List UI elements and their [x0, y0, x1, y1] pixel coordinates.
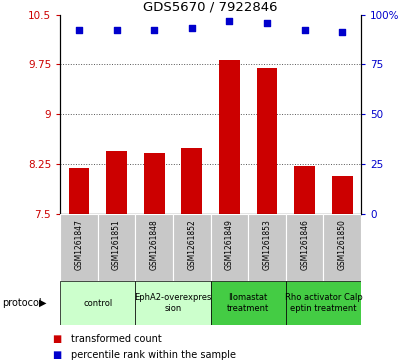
- Title: GDS5670 / 7922846: GDS5670 / 7922846: [143, 0, 278, 13]
- Bar: [173, 214, 210, 281]
- Text: GSM1261853: GSM1261853: [263, 220, 271, 270]
- Text: EphA2-overexpres
sion: EphA2-overexpres sion: [134, 293, 212, 313]
- Text: transformed count: transformed count: [71, 334, 161, 344]
- Text: ▶: ▶: [39, 298, 46, 308]
- Text: GSM1261846: GSM1261846: [300, 220, 309, 270]
- Bar: [286, 281, 361, 325]
- Bar: [332, 176, 353, 214]
- Text: GSM1261848: GSM1261848: [150, 220, 159, 270]
- Text: ■: ■: [52, 350, 61, 360]
- Text: GSM1261850: GSM1261850: [338, 220, 347, 270]
- Text: GSM1261849: GSM1261849: [225, 220, 234, 270]
- Bar: [181, 148, 202, 214]
- Point: [76, 28, 82, 33]
- Text: percentile rank within the sample: percentile rank within the sample: [71, 350, 236, 360]
- Point: [264, 20, 270, 25]
- Text: GSM1261851: GSM1261851: [112, 220, 121, 270]
- Bar: [98, 214, 135, 281]
- Text: GSM1261852: GSM1261852: [187, 220, 196, 270]
- Bar: [135, 281, 210, 325]
- Bar: [219, 60, 240, 214]
- Text: ■: ■: [52, 334, 61, 344]
- Point: [226, 17, 233, 23]
- Bar: [144, 153, 164, 214]
- Point: [188, 26, 195, 32]
- Point: [339, 30, 346, 36]
- Bar: [68, 168, 89, 214]
- Bar: [211, 214, 248, 281]
- Bar: [60, 214, 98, 281]
- Bar: [286, 214, 323, 281]
- Text: Rho activator Calp
eptin treatment: Rho activator Calp eptin treatment: [285, 293, 362, 313]
- Bar: [323, 214, 361, 281]
- Bar: [294, 166, 315, 214]
- Bar: [60, 281, 135, 325]
- Text: control: control: [83, 299, 112, 307]
- Text: protocol: protocol: [2, 298, 42, 308]
- Point: [151, 28, 158, 33]
- Bar: [106, 151, 127, 214]
- Text: GSM1261847: GSM1261847: [74, 220, 83, 270]
- Bar: [257, 68, 277, 214]
- Point: [113, 28, 120, 33]
- Bar: [211, 281, 286, 325]
- Bar: [248, 214, 286, 281]
- Bar: [135, 214, 173, 281]
- Text: Ilomastat
treatment: Ilomastat treatment: [227, 293, 269, 313]
- Point: [301, 28, 308, 33]
